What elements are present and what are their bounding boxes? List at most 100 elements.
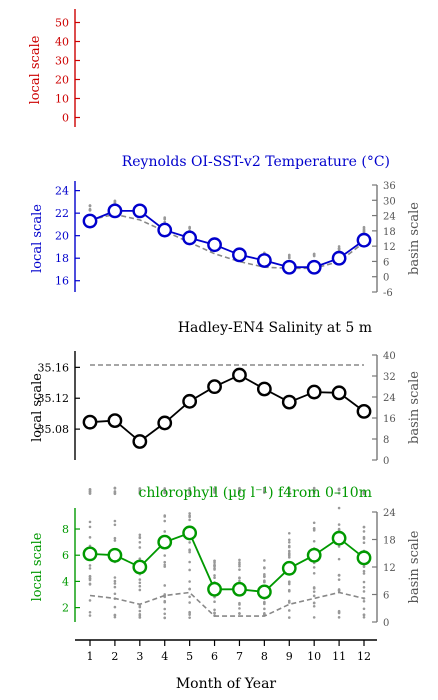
x-tick-label: 1: [87, 650, 94, 663]
right-tick-label: 32: [383, 372, 396, 383]
right-tick-label: 6: [383, 257, 389, 268]
basin-spread-dot: [138, 491, 142, 495]
basin-spread-dot: [238, 562, 241, 566]
basin-spread-dot: [88, 567, 92, 570]
basin-spread-dot: [263, 607, 266, 611]
basin-spread-dot: [188, 514, 191, 517]
basin-spread-dot: [362, 537, 366, 540]
right-tick-label: 36: [383, 181, 396, 192]
left-tick-label: 16: [55, 275, 69, 288]
local-point: [107, 413, 123, 429]
basin-spread-dot: [188, 568, 191, 572]
panel-title: Hadley-EN4 Salinity at 5 m: [178, 320, 372, 336]
basin-spread-dot: [287, 549, 291, 553]
local-point: [82, 546, 98, 562]
basin-spread-dot: [138, 535, 142, 539]
basin-spread-dot: [213, 600, 216, 604]
left-tick-label: 6: [62, 549, 69, 562]
basin-spread-dot: [287, 616, 291, 619]
local-point: [182, 230, 198, 246]
basin-spread-dot: [337, 545, 341, 548]
basin-spread-dot: [113, 486, 117, 490]
local-point: [207, 581, 222, 597]
left-tick-label: 22: [55, 207, 69, 220]
left-tick-label: 35.12: [38, 392, 70, 405]
basin-spread-dot: [88, 536, 92, 539]
basin-spread-dot: [337, 616, 341, 619]
right-tick-label: 24: [383, 508, 396, 519]
basin-spread-dot: [88, 489, 92, 492]
local-point: [157, 415, 173, 431]
left-axis-label: local scale: [30, 532, 45, 601]
basin-spread-dot: [362, 525, 366, 529]
left-tick-label: 24: [55, 185, 69, 198]
basin-spread-dot: [88, 520, 92, 524]
basin-spread-dot: [113, 576, 117, 579]
x-tick-label: 3: [136, 650, 143, 663]
left-tick-label: 8: [62, 523, 69, 536]
basin-spread-dot: [113, 605, 117, 609]
local-point: [182, 393, 198, 409]
basin-spread-dot: [88, 564, 92, 567]
basin-spread-dot: [113, 199, 117, 203]
right-tick-label: -6: [383, 288, 393, 299]
x-tick-label: 2: [111, 650, 118, 663]
basin-spread-dot: [287, 491, 291, 494]
basin-spread-dot: [113, 536, 117, 540]
right-axis-label: basin scale: [407, 530, 422, 603]
basin-spread-dot: [113, 492, 117, 496]
basin-spread-dot: [362, 613, 366, 616]
basin-spread-dot: [213, 608, 216, 612]
basin-spread-dot: [263, 600, 266, 604]
local-point: [132, 203, 148, 219]
basin-spread-dot: [188, 548, 191, 551]
basin-spread-dot: [188, 587, 191, 591]
basin-spread-dot: [113, 539, 117, 542]
left-tick-label: 18: [55, 252, 69, 265]
basin-spread-dot: [113, 613, 117, 617]
local-point: [132, 559, 148, 575]
basin-spread-dot: [88, 525, 92, 529]
basin-spread-dot: [238, 611, 241, 615]
local-point: [356, 550, 372, 566]
basin-spread-dot: [188, 226, 191, 230]
basin-spread-dot: [163, 489, 167, 492]
basin-spread-dot: [138, 613, 142, 616]
panel-title: Reynolds OI-SST-v2 Temperature (°C): [122, 154, 390, 170]
basin-spread-dot: [362, 569, 366, 573]
basin-spread-dot: [337, 506, 341, 510]
x-tick-label: 6: [211, 650, 218, 663]
basin-spread-dot: [163, 607, 167, 611]
local-point: [306, 547, 322, 563]
basin-spread-dot: [213, 487, 216, 491]
basin-spread-dot: [238, 488, 241, 492]
basin-spread-dot: [88, 583, 92, 586]
left-tick-label: 30: [55, 55, 69, 68]
left-tick-label: 35.08: [38, 423, 70, 436]
basin-spread-dot: [362, 530, 366, 533]
left-axis-label: local scale: [30, 204, 45, 273]
basin-spread-dot: [213, 561, 216, 565]
basin-spread-dot: [337, 609, 341, 613]
basin-spread-dot: [163, 514, 167, 517]
local-point: [331, 250, 347, 266]
basin-spread-dot: [188, 601, 191, 604]
basin-spread-dot: [312, 616, 316, 619]
basin-spread-dot: [287, 554, 291, 557]
local-point: [256, 253, 272, 268]
basin-spread-dot: [287, 487, 291, 491]
basin-spread-dot: [337, 491, 341, 495]
local-point: [132, 434, 148, 449]
basin-line: [89, 591, 365, 617]
basin-spread-dot: [163, 217, 167, 221]
basin-spread-dot: [163, 600, 167, 604]
basin-spread-dot: [312, 604, 316, 608]
local-point: [281, 394, 297, 410]
basin-spread-dot: [238, 579, 241, 583]
basin-spread-dot: [362, 580, 366, 584]
basin-spread-dot: [312, 601, 316, 605]
basin-spread-dot: [88, 599, 92, 602]
basin-spread-dot: [312, 527, 316, 531]
basin-spread-dot: [163, 560, 167, 564]
